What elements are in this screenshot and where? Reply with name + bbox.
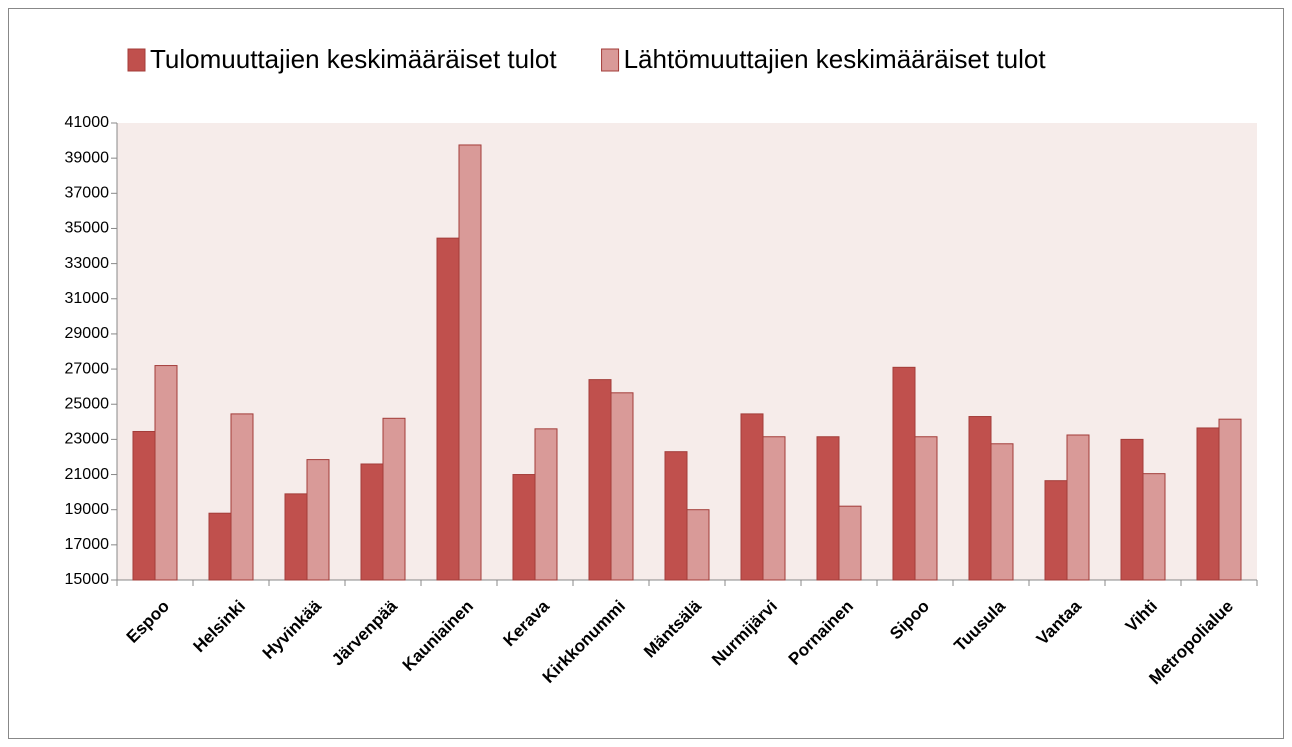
bar (284, 493, 308, 581)
bar (914, 436, 938, 581)
bar (990, 443, 1014, 581)
bar (458, 144, 482, 581)
bar (816, 436, 840, 581)
y-tick-label: 33000 (65, 255, 110, 272)
bar (512, 474, 536, 581)
bar (230, 413, 254, 581)
legend-swatch (601, 48, 620, 72)
bar (306, 459, 330, 581)
bar (132, 430, 156, 581)
y-tick-label: 31000 (65, 290, 110, 307)
y-tick-label: 35000 (65, 220, 110, 237)
bar (610, 392, 634, 581)
y-tick-label: 15000 (65, 571, 110, 588)
y-tick-label: 27000 (65, 360, 110, 377)
bar (1196, 427, 1220, 581)
bar (892, 366, 916, 581)
bar (154, 365, 178, 581)
y-tick-label: 25000 (65, 395, 110, 412)
bar (534, 428, 558, 581)
bar (360, 463, 384, 581)
bar (686, 509, 710, 581)
y-tick-label: 41000 (65, 114, 110, 131)
y-tick-label: 21000 (65, 466, 110, 483)
y-tick-label: 23000 (65, 431, 110, 448)
bar (740, 413, 764, 581)
bar (762, 436, 786, 581)
y-tick-label: 29000 (65, 325, 110, 342)
y-tick-label: 39000 (65, 149, 110, 166)
bar (588, 379, 612, 581)
bar (382, 417, 406, 581)
bar (436, 237, 460, 581)
legend-label: Lähtömuuttajien keskimääräiset tulot (624, 44, 1047, 74)
bar (1142, 473, 1166, 581)
legend-label: Tulomuuttajien keskimääräiset tulot (150, 44, 557, 74)
bar (1218, 418, 1242, 581)
y-tick-label: 19000 (65, 501, 110, 518)
y-tick-label: 17000 (65, 536, 110, 553)
bar (664, 451, 688, 581)
bar (838, 505, 862, 581)
bar (1044, 480, 1068, 581)
bar (1066, 434, 1090, 581)
bar (208, 512, 232, 581)
bar (968, 416, 992, 581)
legend-swatch (127, 48, 146, 72)
y-tick-label: 37000 (65, 185, 110, 202)
bar (1120, 438, 1144, 581)
